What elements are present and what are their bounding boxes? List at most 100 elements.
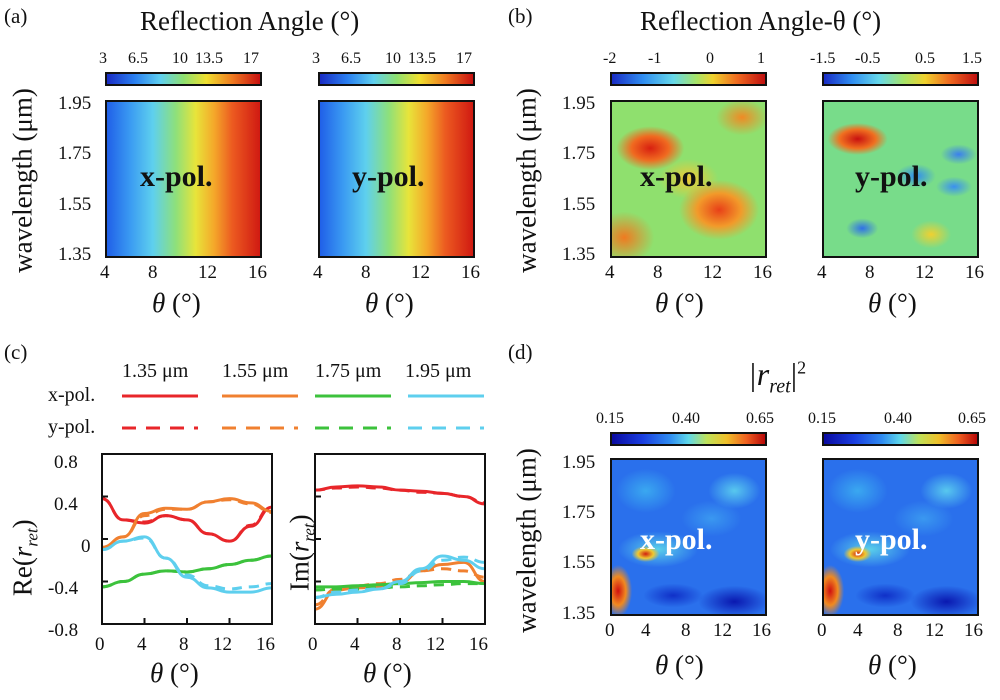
re-ylabel: Re(rret) [7, 519, 42, 597]
re-ytick: 0.8 [54, 452, 78, 473]
panel-a-ytick: 1.75 [58, 143, 92, 164]
panel-b-colorbar-1 [610, 72, 767, 86]
im-xtick: 0 [308, 634, 318, 655]
panel-d-ytick: 1.55 [562, 552, 596, 573]
re-xtick: 12 [213, 634, 232, 655]
panel-a-cbar1-tick: 13.5 [195, 50, 223, 67]
panel-b-heatmap-y-pol [822, 100, 979, 258]
re-xtick: 0 [95, 634, 105, 655]
panel-d-label: (d) [508, 340, 533, 364]
panel-b-ylabel: wavelength (μm) [511, 88, 542, 273]
panel-b-cbar2-tick: 0.5 [915, 50, 935, 67]
panel-a-xtick: 8 [148, 262, 158, 283]
panel-d-colorbar-2 [822, 432, 979, 446]
panel-c-label: (c) [4, 340, 28, 364]
re-r-ret-plot [101, 453, 273, 625]
panel-b-xlabel: θ (°) [868, 288, 917, 318]
panel-a-xtick: 12 [198, 262, 217, 283]
panel-b-ytick: 1.55 [562, 194, 596, 215]
panel-d-cbar1-tick: 0.15 [596, 410, 624, 427]
panel-d-xtick: 16 [964, 620, 983, 641]
panel-b-xtick: 8 [865, 262, 875, 283]
panel-b-xtick: 16 [753, 262, 772, 283]
panel-d-cbar1-tick: 0.65 [746, 410, 774, 427]
series-line [314, 485, 486, 505]
panel-d-xlabel: θ (°) [868, 650, 917, 680]
panel-a-cbar2-tick: 10 [385, 50, 401, 67]
panel-d-colorbar-1 [610, 432, 767, 446]
panel-d-ytick: 1.95 [562, 452, 596, 473]
panel-d-heatmap-y-pol [822, 458, 979, 616]
panel-b-heatmap-x-pol [610, 100, 767, 258]
im-xtick: 16 [469, 634, 488, 655]
panel-d-xtick: 12 [925, 620, 944, 641]
panel-d-xtick: 8 [893, 620, 903, 641]
panel-a-ytick: 1.55 [58, 194, 92, 215]
panel-d-xtick: 4 [641, 620, 651, 641]
panel-d-xtick: 12 [713, 620, 732, 641]
legend-wl-1-55: 1.55 μm [222, 360, 289, 382]
panel-b-ytick: 1.35 [562, 244, 596, 265]
panel-a-cbar1-tick: 17 [243, 50, 259, 67]
legend-row-label-y-pol: y-pol. [48, 416, 96, 438]
panel-b-cbar2-tick: 1.5 [962, 50, 982, 67]
panel-a-annotation-y-pol: y-pol. [352, 160, 425, 193]
panel-a-ytick: 1.35 [58, 244, 92, 265]
panel-a-ytick: 1.95 [58, 93, 92, 114]
series-line [314, 554, 486, 599]
panel-a-heatmap-x-pol [105, 100, 262, 258]
panel-d-annotation-y-pol: y-pol. [855, 523, 928, 556]
legend-wl-1-95: 1.95 μm [405, 360, 472, 382]
panel-a-cbar2-tick: 17 [456, 50, 472, 67]
panel-b-annotation-y-pol: y-pol. [855, 160, 928, 193]
im-xtick: 12 [426, 634, 445, 655]
panel-d-xlabel: θ (°) [655, 650, 704, 680]
panel-a-xtick: 12 [411, 262, 430, 283]
panel-b-cbar1-tick: 1 [757, 50, 765, 67]
re-xlabel: θ (°) [150, 658, 199, 688]
panel-b-cbar1-tick: -1 [648, 50, 662, 67]
panel-a-xlabel: θ (°) [365, 288, 414, 318]
re-ytick: -0.4 [48, 578, 79, 599]
plot-frame [314, 453, 486, 625]
panel-a-xtick: 4 [313, 262, 323, 283]
im-ylabel: Im(rret) [284, 514, 319, 592]
series-line [101, 535, 273, 594]
series-line [101, 498, 273, 549]
panel-d-cbar2-tick: 0.65 [958, 410, 986, 427]
re-ytick: 0.4 [54, 494, 78, 515]
panel-b-title: Reflection Angle-θ (°) [640, 6, 882, 36]
series-line [101, 536, 273, 591]
panel-a-annotation-x-pol: x-pol. [140, 160, 213, 193]
panel-d-ytick: 1.75 [562, 502, 596, 523]
panel-b-colorbar-2 [822, 72, 979, 86]
panel-a-xtick: 16 [461, 262, 480, 283]
panel-b-xtick: 4 [817, 262, 827, 283]
legend-lines [122, 394, 484, 430]
panel-a-cbar1-tick: 3 [99, 50, 107, 67]
im-xtick: 8 [392, 634, 402, 655]
panel-b-xlabel: θ (°) [655, 288, 704, 318]
panel-b-cbar2-tick: -1.5 [810, 50, 836, 67]
panel-d-cbar1-tick: 0.40 [672, 410, 700, 427]
legend-row-label-x-pol: x-pol. [48, 384, 96, 406]
panel-a-cbar2-tick: 3 [312, 50, 320, 67]
legend-wl-1-35: 1.35 μm [122, 360, 189, 382]
panel-d-cbar2-tick: 0.40 [884, 410, 912, 427]
im-xlabel: θ (°) [363, 658, 412, 688]
panel-b-cbar1-tick: 0 [706, 50, 714, 67]
panel-b-ytick: 1.75 [562, 143, 596, 164]
panel-a-xlabel: θ (°) [152, 288, 201, 318]
panel-b-label: (b) [508, 4, 533, 28]
panel-b-xtick: 16 [965, 262, 984, 283]
re-xtick: 4 [137, 634, 147, 655]
panel-d-xtick: 0 [605, 620, 615, 641]
im-r-ret-plot [314, 453, 486, 625]
panel-a-xtick: 4 [100, 262, 110, 283]
re-xtick: 8 [179, 634, 189, 655]
panel-b-xtick: 12 [915, 262, 934, 283]
panel-d-annotation-x-pol: x-pol. [640, 523, 713, 556]
panel-a-xtick: 8 [361, 262, 371, 283]
panel-d-xtick: 16 [752, 620, 771, 641]
